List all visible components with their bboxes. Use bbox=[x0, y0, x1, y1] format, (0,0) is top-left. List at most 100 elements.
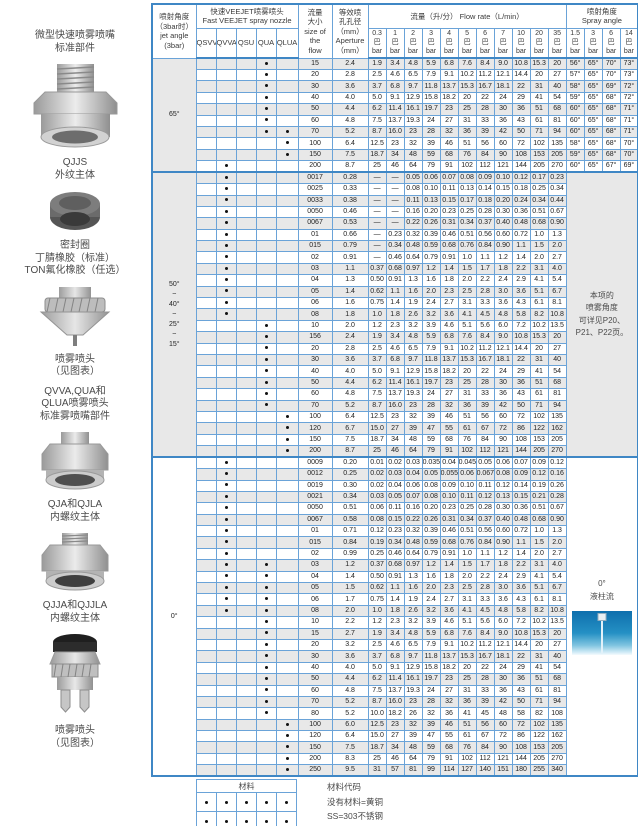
flow-cell: 0.04 bbox=[385, 479, 405, 492]
flow-cell: 2.4 bbox=[421, 593, 441, 606]
flow-cell: 5.0 bbox=[367, 365, 387, 378]
availability-qsu bbox=[235, 262, 257, 276]
flow-cell: 56 bbox=[475, 137, 495, 150]
spray-angle-cell: 65° bbox=[583, 91, 603, 105]
flow-cell: 153 bbox=[529, 433, 549, 447]
availability-qlua bbox=[275, 205, 299, 219]
availability-dot bbox=[285, 448, 289, 452]
availability-dot bbox=[264, 129, 268, 133]
aperture-cell: 0.30 bbox=[331, 479, 369, 492]
availability-qsu bbox=[235, 319, 257, 333]
flow-cell: 0.12 bbox=[529, 468, 549, 481]
flow-cell: 5.8 bbox=[511, 308, 531, 321]
flow-cell: 4.1 bbox=[529, 274, 549, 287]
aperture-cell: 0.20 bbox=[331, 456, 369, 470]
flow-cell: 0.79 bbox=[421, 251, 441, 264]
availability-qvva bbox=[215, 730, 237, 743]
flow-cell: 0.22 bbox=[403, 513, 423, 527]
availability-qvva bbox=[215, 547, 237, 561]
availability-qvva bbox=[215, 468, 237, 481]
availability-qsvv bbox=[195, 638, 217, 652]
flow-cell: 0.68 bbox=[529, 513, 549, 527]
flow-cell: 0.05 bbox=[403, 171, 423, 185]
flow-cell: 2.0 bbox=[547, 536, 567, 549]
flow-cell: 0.16 bbox=[547, 468, 567, 481]
flow-cell: 13.7 bbox=[439, 80, 459, 93]
flow-cell: 0.68 bbox=[439, 240, 459, 253]
aperture-cell: 2.4 bbox=[331, 57, 369, 70]
flow-cell: 72 bbox=[493, 730, 513, 743]
availability-qlua bbox=[275, 125, 299, 139]
flow-cell: 108 bbox=[547, 707, 567, 720]
size-cell: 120 bbox=[297, 422, 333, 435]
availability-qsvv bbox=[195, 730, 217, 743]
aperture-cell: 3.2 bbox=[331, 638, 369, 652]
size-cell: 70 bbox=[297, 125, 333, 139]
spray-angle-cell: 70° bbox=[601, 57, 621, 70]
flow-cell: 0.90 bbox=[493, 240, 513, 253]
flow-cell: 1.9 bbox=[367, 627, 387, 640]
qjja-body-photo bbox=[38, 531, 112, 593]
flow-cell: 0.90 bbox=[493, 536, 513, 549]
availability-qlua bbox=[275, 308, 299, 321]
size-cell: 60 bbox=[297, 388, 333, 401]
flow-cell: 6.2 bbox=[367, 376, 387, 390]
flow-cell: 10.2 bbox=[457, 68, 477, 82]
availability-qsvv bbox=[195, 205, 217, 219]
flow-cell: 0.14 bbox=[511, 479, 531, 492]
aperture-cell: 7.5 bbox=[331, 148, 369, 162]
availability-qlua bbox=[275, 650, 299, 663]
availability-dot bbox=[224, 585, 228, 589]
flow-cell: 32 bbox=[439, 399, 459, 412]
flow-cell: 0.03 bbox=[367, 490, 387, 504]
availability-qua bbox=[255, 137, 277, 150]
flow-cell: 33 bbox=[475, 684, 495, 697]
flow-cell: 0.23 bbox=[547, 171, 567, 185]
flow-cell: 7.9 bbox=[421, 68, 441, 82]
size-cell: 200 bbox=[297, 160, 333, 173]
availability-qsvv bbox=[195, 365, 217, 378]
flow-cell: — bbox=[385, 171, 405, 185]
aperture-cell: 0.79 bbox=[331, 240, 369, 253]
flow-cell: 0.16 bbox=[403, 205, 423, 219]
seal-ring-image bbox=[50, 192, 100, 230]
aperture-cell: 2.0 bbox=[331, 604, 369, 618]
size-cell: 20 bbox=[297, 68, 333, 82]
flow-cell: 0.10 bbox=[457, 479, 477, 492]
flow-cell: 0.09 bbox=[511, 468, 531, 481]
availability-qsvv bbox=[195, 718, 217, 732]
availability-qlua bbox=[275, 399, 299, 412]
availability-qlua bbox=[275, 536, 299, 549]
flow-cell: 0.20 bbox=[421, 205, 441, 219]
material-dot-cell bbox=[216, 792, 237, 813]
header-pressure-10: 10 巴 bar bbox=[511, 27, 531, 59]
flow-cell: 41 bbox=[529, 365, 549, 378]
material-dot-cell bbox=[196, 792, 217, 813]
flow-cell: 10.2 bbox=[457, 342, 477, 356]
flow-cell: 0.04 bbox=[403, 468, 423, 481]
flow-cell: 0.08 bbox=[421, 479, 441, 492]
flow-cell: 20 bbox=[547, 627, 567, 640]
micro-nozzle-title: 微型快速喷雾喷嘴 标准部件 bbox=[35, 30, 115, 54]
availability-dot bbox=[285, 745, 289, 749]
flow-cell: 29 bbox=[511, 91, 531, 105]
flow-cell: 45 bbox=[475, 707, 495, 720]
flow-cell: 24 bbox=[493, 91, 513, 105]
flow-cell: 0.51 bbox=[529, 205, 549, 219]
availability-qsvv bbox=[195, 376, 217, 390]
flow-cell: 18.1 bbox=[493, 650, 513, 663]
flow-cell: 91 bbox=[439, 445, 459, 458]
availability-qsu bbox=[235, 308, 257, 321]
flow-cell: 71 bbox=[529, 399, 549, 412]
size-cell: 02 bbox=[297, 251, 333, 264]
availability-qua bbox=[255, 513, 277, 527]
availability-qvva bbox=[215, 684, 237, 697]
flow-cell: 20 bbox=[457, 661, 477, 675]
flow-cell: 20 bbox=[529, 638, 549, 652]
flow-cell: 25 bbox=[367, 752, 387, 766]
flow-cell: 0.05 bbox=[421, 468, 441, 481]
availability-qlua bbox=[275, 240, 299, 253]
size-cell: 01 bbox=[297, 525, 333, 538]
flow-cell: 54 bbox=[547, 661, 567, 675]
flow-cell: — bbox=[385, 194, 405, 207]
